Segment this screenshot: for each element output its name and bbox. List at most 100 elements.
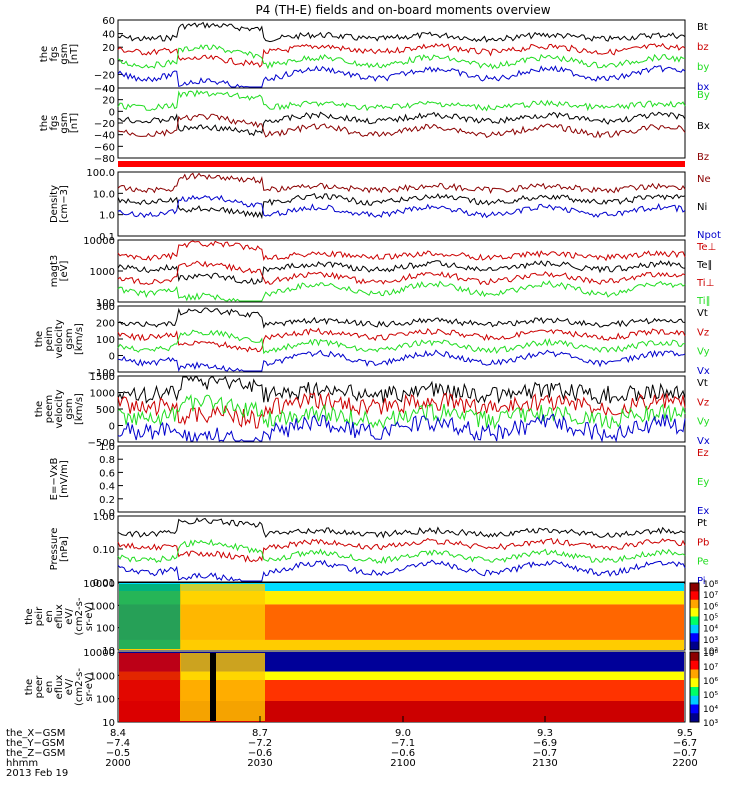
series-trace [117, 375, 686, 404]
y-tick-label: 20 [102, 43, 115, 54]
spectrogram-band [119, 583, 684, 592]
y-tick-label: 1000 [90, 389, 115, 400]
legend-label: Vy [697, 347, 710, 358]
y-axis-label: [cm−3] [59, 185, 70, 223]
y-axis-label: en [44, 610, 55, 623]
series-trace [117, 329, 686, 355]
series-trace [117, 260, 686, 286]
y-axis-label: [nT] [69, 44, 80, 64]
y-tick-label: 0.01 [93, 578, 115, 589]
legend-label: Vy [697, 417, 710, 428]
colorbar-segment [690, 633, 699, 643]
colorbar-frame [689, 651, 700, 723]
y-tick-label: 0 [109, 422, 115, 433]
legend-label: by [697, 62, 709, 73]
y-tick-label: 0.1 [99, 232, 115, 243]
colorbar-segment [690, 591, 699, 601]
x-tick-label: 2000 [105, 758, 130, 769]
series-trace [117, 391, 686, 429]
y-axis-label: the [34, 401, 45, 417]
spectrogram-band [180, 584, 265, 649]
x-tick-label: 2100 [390, 758, 415, 769]
legend-label: Ti∥ [696, 296, 711, 307]
x-tick-label: −0.5 [106, 748, 130, 759]
series-trace [117, 65, 686, 88]
y-tick-label: 1500 [90, 372, 115, 383]
series-trace [117, 42, 686, 68]
legend-label: bx [697, 82, 709, 93]
series-trace [117, 194, 686, 219]
series-trace [117, 413, 686, 443]
series-trace [117, 240, 686, 262]
y-tick-label: 0.0 [99, 508, 115, 519]
y-axis-label: [nT] [69, 113, 80, 133]
panel-frame [117, 515, 686, 583]
colorbar-segment [690, 608, 699, 617]
y-axis-label: [mV/m] [59, 460, 70, 498]
legend-label: Bt [697, 22, 708, 33]
y-tick-label: 1000 [90, 601, 115, 612]
colorbar-tick-label: 10⁶ [703, 677, 718, 687]
colorbar-tick-label: 10⁴ [703, 705, 718, 715]
panel-frame [117, 171, 686, 237]
y-tick-label: 60 [102, 16, 115, 27]
y-tick-label: 0 [109, 107, 115, 118]
colorbar-segment [690, 616, 699, 626]
y-axis-label: eV/ [64, 678, 75, 695]
y-tick-label: 0.2 [99, 495, 115, 506]
legend-label: Pt [697, 518, 707, 529]
y-tick-label: 1.0 [99, 442, 115, 453]
legend-label: Te⊥ [696, 242, 716, 253]
x-axis-row-label: hhmm [6, 758, 38, 769]
date-label: 2013 Feb 19 [6, 768, 68, 779]
y-tick-label: 0 [109, 57, 115, 68]
y-axis-label: Pressure [49, 528, 60, 571]
y-tick-label: 10 [102, 646, 115, 657]
spectrogram-gap [210, 653, 216, 721]
legend-label: Npot [697, 230, 721, 241]
legend-label: Ti⊥ [696, 278, 714, 289]
y-axis-label: E=−VxB [49, 458, 60, 501]
y-tick-label: 0.6 [99, 468, 115, 479]
colorbar-tick-label: 10⁵ [703, 614, 718, 624]
y-tick-label: 40 [102, 84, 115, 95]
y-axis-label: [km/s] [74, 323, 85, 355]
y-axis-label: Density [49, 185, 60, 223]
legend-label: Vt [697, 378, 708, 389]
series-trace [117, 113, 686, 139]
y-tick-label: 10.0 [93, 189, 115, 200]
legend-label: Ey [697, 477, 709, 488]
y-tick-label: 1.00 [93, 512, 115, 523]
series-trace [117, 538, 686, 564]
x-tick-label: 9.3 [537, 728, 553, 739]
series-trace [117, 111, 686, 137]
y-axis-label: eV/ [64, 608, 75, 625]
y-tick-label: 100 [96, 695, 115, 706]
y-axis-label: the [34, 331, 45, 347]
legend-label: Vx [697, 366, 710, 377]
colorbar-segment [690, 652, 699, 662]
x-tick-label: −0.6 [391, 748, 415, 759]
panel-frame [117, 445, 686, 513]
y-tick-label: 200 [96, 319, 115, 330]
y-tick-label: 10000 [83, 648, 115, 659]
x-axis-row-label: the_Y−GSM [6, 738, 65, 749]
x-tick-label: 9.5 [677, 728, 693, 739]
colorbar-tick-label: 10³ [703, 719, 718, 729]
y-axis-label: gsm [59, 112, 70, 133]
y-axis-label: the [39, 46, 50, 62]
y-axis-label: peim [44, 326, 55, 351]
colorbar-segment [690, 660, 699, 670]
colorbar-segment [690, 641, 699, 651]
series-trace [117, 172, 686, 194]
colorbar-segment [690, 713, 699, 723]
series-trace [117, 307, 686, 329]
x-tick-label: 8.7 [252, 728, 268, 739]
spectrogram-band [180, 653, 265, 721]
y-tick-label: 0.4 [99, 482, 115, 493]
y-tick-label: 10000 [83, 579, 115, 590]
series-trace [117, 280, 686, 302]
y-axis-label: (cm2-s- [74, 668, 85, 706]
x-axis-row-label: the_X−GSM [6, 728, 65, 739]
